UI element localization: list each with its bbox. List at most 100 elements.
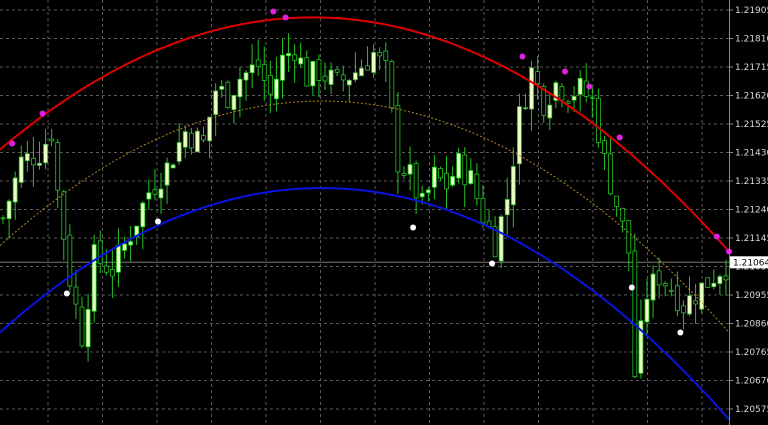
peak-marker	[39, 110, 46, 117]
candle	[328, 62, 334, 94]
candle	[128, 225, 134, 262]
candle	[164, 157, 170, 205]
candle-body-bear	[365, 65, 370, 71]
candle-body-bear	[152, 189, 158, 195]
candle-body-bear	[383, 50, 389, 61]
candle-body-bear	[413, 163, 419, 199]
candle-body-bull	[425, 189, 431, 194]
candle-body-bull	[711, 282, 717, 288]
candle-body-bear	[55, 142, 61, 191]
candle	[91, 234, 97, 323]
candle-body-bear	[255, 59, 261, 68]
candle-body-bull	[699, 282, 705, 310]
candle	[662, 281, 668, 297]
candle	[249, 44, 255, 89]
candle-body-bear	[535, 71, 541, 85]
y-tick-label: 1.20860	[735, 320, 768, 330]
candle	[492, 216, 498, 258]
candle	[431, 155, 437, 200]
candle-body-bear	[225, 81, 231, 108]
candle-body-bull	[431, 166, 437, 188]
candle-body-bear	[73, 286, 79, 305]
candle	[146, 179, 152, 210]
candle	[188, 127, 194, 155]
peak-marker	[282, 14, 289, 21]
markers	[9, 8, 732, 336]
candle	[474, 163, 480, 206]
candle	[559, 83, 565, 108]
candle	[717, 274, 723, 295]
candle-body-bear	[304, 57, 310, 87]
candle-body-bear	[377, 52, 383, 57]
candle	[340, 65, 346, 92]
candle	[213, 83, 219, 136]
candle-body-bear	[668, 289, 674, 292]
candle-body-bull	[644, 298, 650, 323]
y-tick-label: 1.21335	[735, 177, 768, 187]
candle-body-bear	[626, 220, 632, 254]
price-badge-label: 1.21064	[733, 258, 768, 268]
trough-marker	[677, 329, 684, 336]
candle-body-bull	[164, 162, 170, 186]
candle-body-bear	[705, 277, 711, 288]
candle-body-bear	[620, 207, 626, 222]
candle-body-bear	[608, 153, 613, 195]
candle-body-bear	[681, 305, 686, 314]
candle	[170, 163, 176, 169]
peak-marker	[9, 140, 16, 147]
candle	[693, 283, 698, 324]
candle-body-bull	[517, 106, 522, 165]
candle-body-bear	[438, 168, 443, 179]
candle-body-bear	[541, 86, 547, 116]
peak-marker	[519, 53, 526, 60]
candle	[535, 56, 541, 100]
candle-body-bear	[480, 197, 486, 224]
candle-body-bull	[18, 156, 24, 183]
candle	[219, 80, 225, 98]
candle-body-bull	[237, 78, 243, 98]
candle-body-bull	[12, 177, 18, 203]
candle	[389, 59, 395, 113]
candle	[468, 158, 474, 185]
candle	[158, 172, 164, 214]
candle-body-bull	[456, 153, 462, 179]
candle-body-bull	[146, 192, 152, 200]
candle	[705, 277, 711, 288]
y-tick-label: 1.20955	[735, 291, 768, 301]
candle	[620, 207, 626, 233]
y-tick-label: 1.21620	[735, 92, 768, 102]
candle	[79, 296, 85, 348]
candle-body-bull	[468, 170, 474, 184]
candle-body-bull	[140, 202, 146, 228]
candle	[517, 93, 522, 185]
candle	[504, 177, 510, 235]
candle-body-bull	[43, 143, 48, 164]
candle-body-bull	[498, 216, 504, 262]
candle	[711, 269, 717, 290]
candle-body-bear	[31, 158, 36, 166]
candle	[286, 33, 291, 73]
candle-body-bull	[243, 72, 249, 81]
candle-body-bull	[231, 95, 237, 111]
upper-arc	[0, 16, 730, 253]
candle-body-bull	[91, 244, 97, 312]
candle-body-bear	[462, 154, 468, 186]
candle-body-bull	[219, 85, 225, 90]
candle	[371, 44, 377, 78]
price-badge-bg	[730, 256, 768, 269]
candle	[699, 282, 705, 314]
candle	[298, 42, 304, 68]
candle-body-bull	[213, 90, 219, 115]
candle	[644, 278, 650, 338]
lower-arc	[0, 186, 730, 421]
candle-body-bull	[310, 61, 316, 87]
candle	[626, 220, 632, 272]
candle-body-bear	[662, 283, 668, 287]
candle	[383, 42, 389, 83]
candle	[650, 265, 656, 319]
candle-body-bull	[571, 95, 577, 101]
candle	[425, 187, 431, 202]
candle	[444, 156, 449, 211]
candle	[109, 249, 115, 299]
candle	[334, 67, 340, 76]
